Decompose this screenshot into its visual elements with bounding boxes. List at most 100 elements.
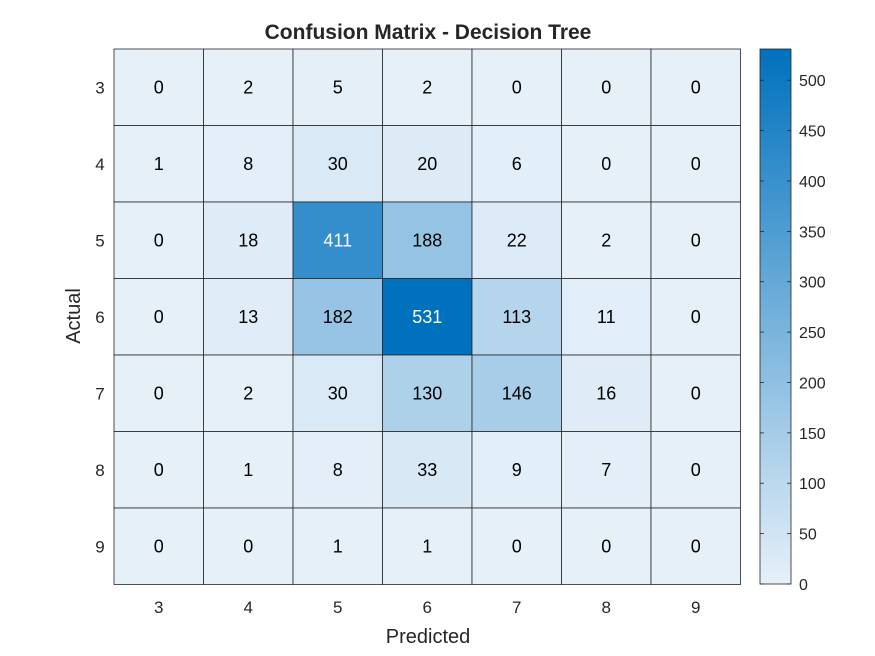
heatmap-cell-r0-c4 [471, 48, 562, 126]
heatmap-cell-r1-c6 [650, 125, 741, 203]
cell-value-label: 0 [691, 307, 701, 327]
colorbar [759, 48, 792, 585]
cell-value-label: 0 [154, 230, 164, 250]
colorbar-tick-label: 500 [799, 73, 826, 90]
heatmap-cell-r3-c6 [650, 278, 741, 356]
heatmap-cell-r6-c6 [650, 507, 741, 585]
cell-value-label: 30 [328, 383, 348, 403]
heatmap-cell-r1-c2 [292, 125, 383, 203]
colorbar-tick-label: 250 [799, 325, 826, 342]
heatmap-cell-r3-c0 [113, 278, 204, 356]
heatmap-cell-r0-c5 [561, 48, 652, 126]
cell-value-label: 2 [422, 77, 432, 97]
heatmap-cell-r5-c4 [471, 431, 562, 509]
y-tick-label: 4 [95, 155, 104, 174]
heatmap-cell-r3-c1 [203, 278, 294, 356]
heatmap-cell-r5-c1 [203, 431, 294, 509]
cell-value-label: 7 [601, 460, 611, 480]
cell-value-label: 1 [154, 154, 164, 174]
cell-value-label: 13 [238, 307, 258, 327]
y-tick-label: 6 [95, 308, 104, 327]
cell-value-label: 9 [512, 460, 522, 480]
cell-value-label: 182 [323, 307, 353, 327]
colorbar-tick-label: 0 [799, 577, 808, 594]
x-tick-label: 4 [244, 598, 253, 617]
cell-value-label: 20 [417, 154, 437, 174]
cell-value-label: 30 [328, 154, 348, 174]
colorbar-tick-label: 150 [799, 426, 826, 443]
heatmap-cell-r1-c4 [471, 125, 562, 203]
heatmap-cell-r4-c6 [650, 354, 741, 432]
cell-value-label: 0 [691, 383, 701, 403]
heatmap-cell-r5-c3 [382, 431, 473, 509]
heatmap-cell-r2-c4 [471, 201, 562, 279]
heatmap-cell-r3-c5 [561, 278, 652, 356]
cell-value-label: 188 [412, 230, 442, 250]
heatmap-cell-r2-c1 [203, 201, 294, 279]
x-tick-label: 6 [423, 598, 432, 617]
cell-value-label: 5 [333, 77, 343, 97]
heatmap-cell-r4-c0 [113, 354, 204, 432]
cell-value-label: 0 [243, 536, 253, 556]
cell-value-label: 0 [691, 77, 701, 97]
cell-value-label: 0 [601, 536, 611, 556]
heatmap-cell-r6-c2 [292, 507, 383, 585]
chart-title: Confusion Matrix - Decision Tree [265, 21, 592, 44]
cell-value-label: 0 [691, 460, 701, 480]
y-tick-label: 7 [95, 384, 104, 403]
cell-value-label: 0 [154, 77, 164, 97]
cell-value-label: 0 [154, 536, 164, 556]
cell-value-label: 1 [422, 536, 432, 556]
heatmap-cell-r2-c5 [561, 201, 652, 279]
cell-value-label: 1 [243, 460, 253, 480]
cell-value-label: 0 [512, 77, 522, 97]
heatmap-cell-r2-c0 [113, 201, 204, 279]
x-tick-labels: 3 4 5 6 7 8 9 [154, 598, 700, 617]
x-tick-label: 5 [333, 598, 342, 617]
x-tick-label: 9 [691, 598, 700, 617]
cell-value-label: 2 [601, 230, 611, 250]
heatmap-cell-r2-c2 [292, 201, 383, 279]
cell-value-label: 0 [154, 383, 164, 403]
y-tick-label: 3 [95, 78, 104, 97]
heatmap-cell-r5-c0 [113, 431, 204, 509]
cell-value-label: 531 [412, 307, 442, 327]
heatmap-cell-r5-c6 [650, 431, 741, 509]
cell-value-label: 22 [507, 230, 527, 250]
cell-value-label: 130 [412, 383, 442, 403]
heatmap-cell-r0-c3 [382, 48, 473, 126]
cell-value-label: 411 [323, 230, 352, 250]
cell-value-label: 2 [243, 77, 253, 97]
heatmap-cell-r6-c0 [113, 507, 204, 585]
heatmap-cell-r2-c6 [650, 201, 741, 279]
heatmap-cell-r6-c5 [561, 507, 652, 585]
cell-value-label: 11 [597, 307, 616, 327]
x-tick-label: 8 [602, 598, 611, 617]
x-axis-label: Predicted [386, 626, 471, 648]
heatmap-cell-r4-c2 [292, 354, 383, 432]
cell-value-label: 8 [243, 154, 253, 174]
y-tick-label: 9 [95, 537, 104, 556]
x-tick-label: 3 [154, 598, 163, 617]
colorbar-tick-label: 350 [799, 224, 826, 241]
heatmap-cell-r0-c1 [203, 48, 294, 126]
heatmap-cell-r6-c3 [382, 507, 473, 585]
heatmap-cell-r2-c3 [382, 201, 473, 279]
cell-value-label: 146 [502, 383, 532, 403]
heatmap-cell-r3-c3 [382, 278, 473, 356]
cell-value-label: 1 [333, 536, 343, 556]
y-tick-label: 5 [95, 231, 104, 250]
cell-value-label: 18 [238, 230, 258, 250]
heatmap-cell-r1-c0 [113, 125, 204, 203]
cell-value-label: 113 [502, 307, 531, 327]
cell-value-label: 0 [601, 154, 611, 174]
cell-value-label: 0 [512, 536, 522, 556]
cell-value-label: 2 [243, 383, 253, 403]
colorbar-tick-label: 200 [799, 375, 826, 392]
heatmap-cell-r5-c2 [292, 431, 383, 509]
cell-value-label: 0 [691, 230, 701, 250]
x-tick-label: 7 [512, 598, 521, 617]
cell-value-label: 6 [512, 154, 522, 174]
heatmap-cell-r0-c0 [113, 48, 204, 126]
